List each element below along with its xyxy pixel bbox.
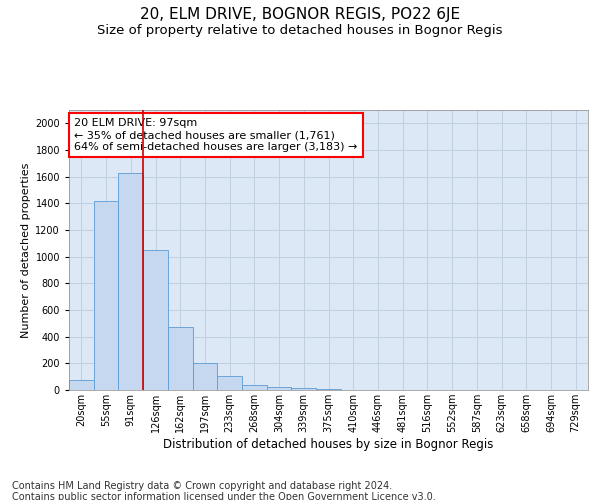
Bar (217, 376, 242, 390)
Bar (143, 250, 168, 390)
Bar (292, 388, 316, 390)
Text: Contains public sector information licensed under the Open Government Licence v3: Contains public sector information licen… (12, 492, 436, 500)
Bar (118, 172, 143, 390)
Bar (94, 200, 118, 390)
Y-axis label: Number of detached properties: Number of detached properties (21, 162, 31, 338)
Bar (267, 386, 292, 390)
Text: 20 ELM DRIVE: 97sqm
← 35% of detached houses are smaller (1,761)
64% of semi-det: 20 ELM DRIVE: 97sqm ← 35% of detached ho… (74, 118, 358, 152)
Bar (168, 328, 193, 390)
Text: 20, ELM DRIVE, BOGNOR REGIS, PO22 6JE: 20, ELM DRIVE, BOGNOR REGIS, PO22 6JE (140, 8, 460, 22)
Bar (242, 384, 267, 390)
X-axis label: Distribution of detached houses by size in Bognor Regis: Distribution of detached houses by size … (163, 438, 494, 451)
Bar (69, 380, 94, 390)
Text: Contains HM Land Registry data © Crown copyright and database right 2024.: Contains HM Land Registry data © Crown c… (12, 481, 392, 491)
Text: Size of property relative to detached houses in Bognor Regis: Size of property relative to detached ho… (97, 24, 503, 37)
Bar (193, 364, 217, 390)
